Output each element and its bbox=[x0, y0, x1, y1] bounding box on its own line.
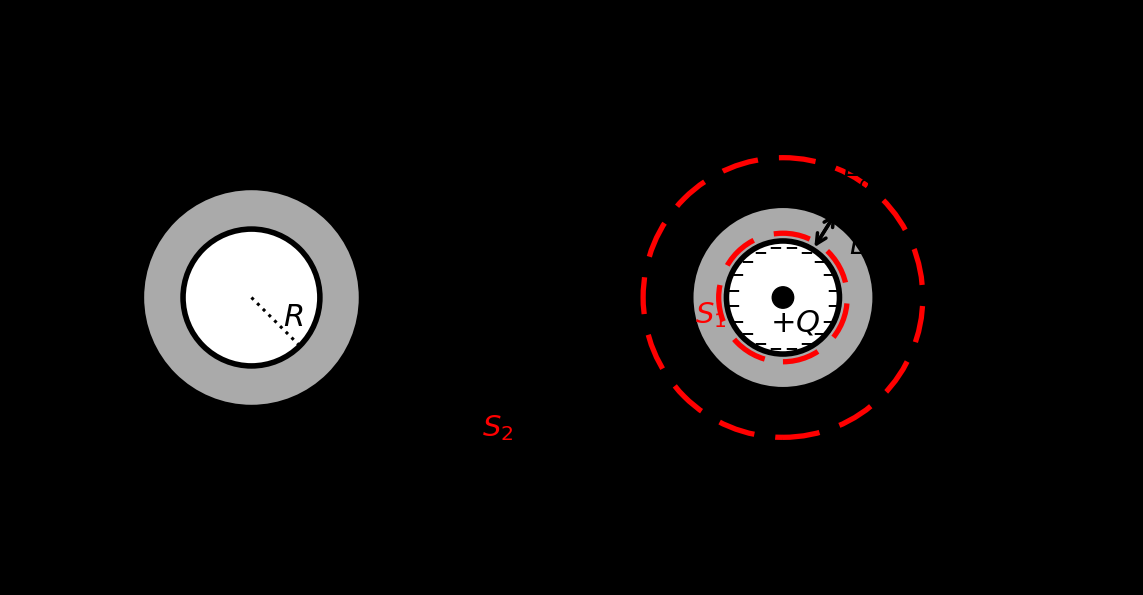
Text: −: − bbox=[826, 280, 840, 299]
Text: $R$: $R$ bbox=[283, 302, 303, 333]
Text: −: − bbox=[812, 324, 826, 343]
Text: −: − bbox=[799, 243, 813, 261]
Circle shape bbox=[142, 187, 361, 408]
Text: −: − bbox=[740, 324, 754, 343]
Text: $\vec{E}_{\sigma}$: $\vec{E}_{\sigma}$ bbox=[841, 154, 874, 193]
Text: −: − bbox=[730, 265, 744, 283]
Circle shape bbox=[727, 241, 839, 354]
Text: −: − bbox=[726, 280, 740, 299]
Circle shape bbox=[773, 287, 793, 308]
Circle shape bbox=[183, 229, 320, 366]
Text: $S_1$: $S_1$ bbox=[695, 300, 726, 330]
Circle shape bbox=[690, 205, 876, 390]
Text: −: − bbox=[726, 296, 740, 315]
Text: −: − bbox=[822, 265, 836, 283]
Text: $+Q$: $+Q$ bbox=[769, 307, 821, 338]
Text: −: − bbox=[784, 238, 798, 256]
Text: −: − bbox=[740, 252, 754, 271]
Text: −: − bbox=[822, 312, 836, 330]
Text: −: − bbox=[826, 296, 840, 315]
Text: −: − bbox=[730, 312, 744, 330]
Text: −: − bbox=[799, 334, 813, 352]
Text: $\vec{E}_{Q}$: $\vec{E}_{Q}$ bbox=[848, 223, 884, 264]
Text: $S_2$: $S_2$ bbox=[481, 414, 513, 443]
Text: −: − bbox=[768, 339, 782, 357]
Text: −: − bbox=[768, 238, 782, 256]
Text: −: − bbox=[753, 243, 767, 261]
Text: −: − bbox=[753, 334, 767, 352]
Text: −: − bbox=[784, 339, 798, 357]
Text: −: − bbox=[812, 252, 826, 271]
